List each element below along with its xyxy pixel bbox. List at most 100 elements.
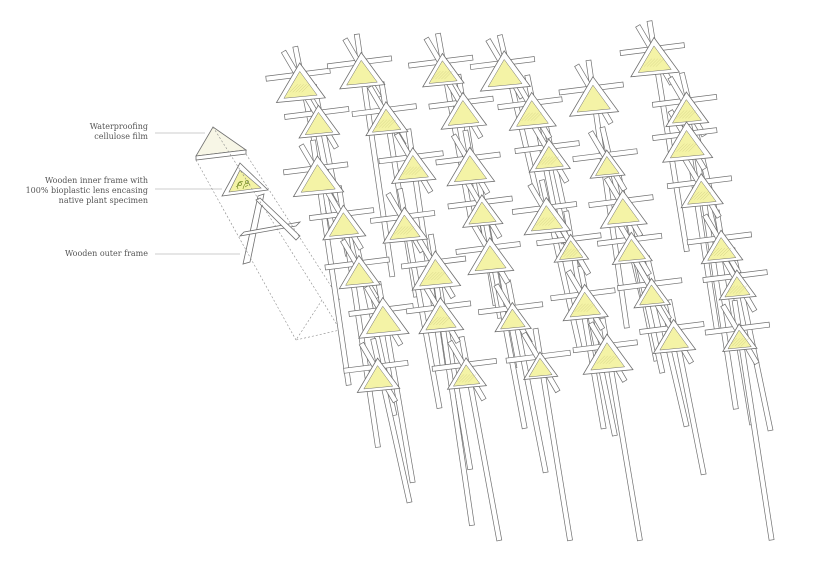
lens-hatch [694,191,703,200]
lens-hatch [432,70,441,80]
lens-hatch [716,247,726,257]
lens-hatch [608,355,618,364]
lens-hatch [596,355,606,364]
lens-hatch [734,338,744,347]
lens-hatch [574,303,583,312]
lens-module-lens [366,305,402,335]
lens-hatch [298,84,307,93]
lens-module-lens [345,262,374,286]
post-field [265,20,775,542]
lens-hatch [533,112,542,121]
lens-hatch [425,271,434,281]
lens-hatch [649,58,659,67]
wooden-post [396,188,443,410]
lens-hatch [577,303,586,312]
lens-hatch [722,247,732,257]
annotation-cellulose-film: Waterproofing cellulose film [90,122,148,142]
lens-module-lens [671,99,702,124]
lens-module-lens [487,58,523,88]
lens-hatch [437,271,446,281]
plant-specimen-icon [235,180,251,190]
lens-hatch [572,248,581,257]
lens-hatch [646,58,656,67]
lens-module-lens [447,100,480,126]
lens-hatch [738,285,747,294]
lens-hatch [408,166,417,175]
lens-hatch [737,338,747,347]
lens-module-lens [607,198,640,225]
lens-module-lens [528,357,553,378]
lens-hatch [679,110,688,119]
wooden-post [599,317,643,542]
lens-hatch [583,303,592,312]
lens-hatch [387,119,397,128]
lens-hatch [435,70,444,80]
lens-hatch [403,226,412,235]
lens-hatch [605,355,615,364]
lens-hatch [444,70,453,80]
annotation-inner-frame: Wooden inner frame with 100% bioplastic … [26,176,148,206]
lens-hatch [375,119,385,128]
lens-hatch [434,271,443,281]
lens-hatch [652,58,662,67]
lens-module-lens [535,145,564,170]
lens-module-lens [363,365,394,390]
annotation-inner-line-1: Wooden inner frame with [44,176,148,185]
lens-hatch [728,338,738,347]
lens-hatch [295,84,304,93]
lens-hatch [548,217,557,226]
lens-hatch [732,285,741,294]
lens-module-lens [419,258,453,287]
lens-hatch [301,84,310,93]
exploded-module-detail [195,126,341,341]
lens-hatch [547,156,556,165]
lens-hatch [688,110,697,119]
leader-lines [155,132,240,255]
lens-hatch [402,166,411,175]
wooden-post [353,33,396,278]
lens-hatch [726,285,735,294]
lens-hatch [602,355,612,364]
lens-hatch [430,316,439,326]
outer-frame [238,193,302,265]
lens-module-lens [617,238,646,262]
lens-module-field [275,36,758,393]
lens-module-lens [283,70,318,99]
lens-hatch [455,374,465,383]
lens-hatch [643,58,653,67]
lens-hatch [428,271,437,281]
lens-hatch [679,143,688,152]
lens-hatch [697,191,706,200]
lens-hatch [397,226,406,235]
lens-module-lens [452,364,481,387]
lens-module-lens [595,155,620,176]
lens-hatch [560,248,569,257]
lens-hatch [691,191,700,200]
lens-module-lens [474,245,507,272]
lens-hatch [464,374,474,383]
lens-hatch [414,166,423,175]
lens-module-lens [659,326,690,351]
lens-module-lens [425,304,457,331]
lens-hatch [538,156,547,165]
lens-hatch [655,58,665,67]
lens-hatch [550,156,559,165]
lens-hatch [682,110,691,119]
annotation-inner-line-3: native plant specimen [58,196,148,205]
lens-hatch [586,303,595,312]
lens-hatch [735,285,744,294]
lens-module-lens [371,108,402,133]
lens-hatch [685,143,694,152]
lens-hatch [431,271,440,281]
lens-hatch [545,217,554,226]
lens-module-lens [637,45,672,73]
lens-hatch [542,217,551,226]
lens-module-lens [428,60,458,84]
lens-module-lens [500,308,526,330]
annotation-inner-line-2: 100% bioplastic lens encasing [25,186,148,195]
lens-module-lens [530,205,564,232]
lens-module-lens [397,154,429,181]
annotation-outer-line-1: Wooden outer frame [64,249,148,258]
lens-hatch [439,316,448,326]
lens-hatch [685,110,694,119]
